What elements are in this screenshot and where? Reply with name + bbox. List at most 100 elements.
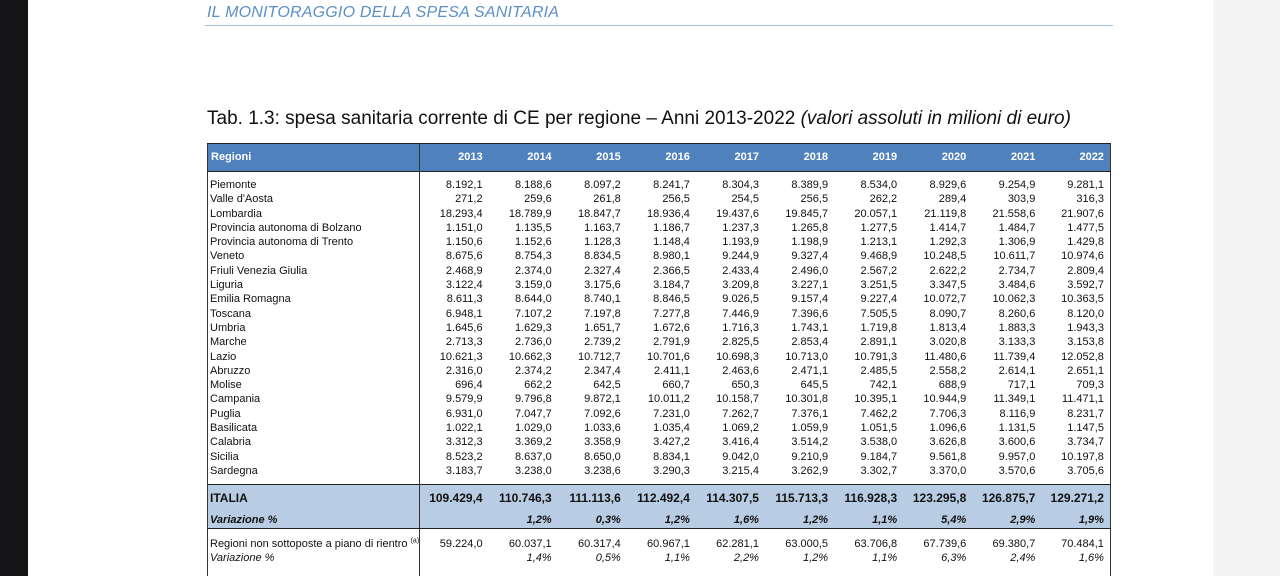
- region-name: Veneto: [207, 249, 420, 264]
- region-value: 2.809,4: [1041, 263, 1111, 279]
- region-value: 7.092,6: [584, 407, 621, 420]
- region-value: 8.611,3: [418, 292, 489, 307]
- region-value: 2.463,6: [722, 364, 759, 377]
- region-name: Molise: [207, 378, 420, 393]
- region-value: 3.227,1: [791, 279, 829, 292]
- region-value: 3.238,6: [584, 464, 621, 477]
- region-value: 10.698,3: [716, 350, 759, 363]
- region-value: 8.116,9: [999, 407, 1036, 420]
- region-value: 2.468,9: [418, 263, 489, 279]
- left-dark-strip: [0, 0, 28, 576]
- region-value: 8.637,0: [514, 450, 552, 463]
- region-value: 11.739,4: [993, 350, 1036, 363]
- region-value: 2.791,9: [653, 336, 690, 349]
- region-value: 8.980,1: [653, 250, 690, 263]
- region-value: 1.152,6: [514, 236, 552, 249]
- region-value: 1.265,8: [791, 221, 829, 234]
- region-value: 254,5: [731, 193, 759, 206]
- italia-value: 109.429,4: [418, 484, 489, 512]
- region-value: 3.734,7: [1041, 435, 1111, 450]
- region-value: 9.026,5: [722, 293, 759, 306]
- region-value: 10.395,1: [854, 393, 898, 406]
- region-value: 1.193,9: [722, 236, 759, 249]
- running-header: IL MONITORAGGIO DELLA SPESA SANITARIA: [207, 4, 560, 21]
- region-value: 10.712,7: [577, 350, 621, 363]
- region-value: 3.347,5: [929, 279, 967, 292]
- non-piano-value: 63.000,5: [785, 537, 829, 550]
- region-value: 21.907,6: [1041, 206, 1111, 221]
- region-value: 3.370,0: [929, 464, 967, 477]
- header-year: 2022: [1041, 143, 1111, 172]
- region-value: 8.304,3: [722, 179, 759, 191]
- region-row: Puglia 6.931,0 7.047,7 7.092,6 7.231,0 7.262,…: [207, 406, 1111, 422]
- variation-value: 1,2%: [764, 511, 835, 530]
- region-value: 1.213,1: [860, 236, 898, 249]
- region-row: Umbria 1.645,6 1.629,3 1.651,7 1.672,6 1.716,…: [207, 320, 1111, 336]
- caption-unit: (valori assoluti in milioni di euro): [800, 108, 1071, 129]
- region-value: 1.813,4: [929, 321, 967, 334]
- region-value: 256,5: [800, 193, 829, 206]
- non-piano-value: 62.281,1: [716, 537, 759, 550]
- spacer-row: [207, 171, 1111, 178]
- region-value: 303,9: [1007, 193, 1036, 206]
- variation-value: 1,2%: [488, 511, 558, 530]
- region-value: 18.293,4: [418, 206, 489, 221]
- variation-label: Variazione %: [207, 511, 420, 530]
- region-value: 10.611,7: [993, 250, 1036, 263]
- region-value: 8.192,1: [418, 178, 489, 193]
- region-row: Sardegna 3.183,7 3.238,0 3.238,6 3.290,3 3.21…: [207, 463, 1111, 479]
- spacer-row: [207, 478, 1111, 485]
- region-value: 2.734,7: [998, 264, 1036, 277]
- region-value: 2.891,1: [860, 336, 898, 349]
- region-name: Sicilia: [207, 449, 420, 464]
- variation-value: 1,4%: [526, 552, 552, 565]
- italia-value: 110.746,3: [488, 484, 558, 512]
- region-value: 9.872,1: [584, 393, 621, 406]
- region-value: 3.514,2: [791, 436, 829, 449]
- region-value: 2.853,4: [791, 336, 829, 349]
- region-value: 1.198,9: [791, 236, 829, 249]
- regional-spending-table: Regioni 2013 2014 2015 2016 2017 2018 20…: [207, 143, 1111, 576]
- region-value: 9.796,8: [514, 393, 552, 406]
- region-value: 8.231,7: [1041, 406, 1111, 422]
- region-value: 1.429,8: [1041, 235, 1111, 250]
- region-value: 10.662,3: [508, 350, 552, 363]
- header-year: 2014: [488, 143, 558, 172]
- region-value: 20.057,1: [854, 207, 898, 220]
- variation-value: 1,6%: [695, 511, 765, 530]
- region-value: 3.705,6: [1041, 463, 1111, 479]
- region-row: Lazio 10.621,3 10.662,3 10.712,7 10.701,6 10.…: [207, 349, 1111, 364]
- region-value: 2.374,0: [514, 264, 552, 277]
- region-value: 8.929,6: [929, 179, 967, 191]
- region-value: 1.051,5: [860, 422, 898, 435]
- region-value: 8.120,0: [1041, 306, 1111, 321]
- region-value: 2.411,1: [653, 364, 690, 377]
- region-value: 8.090,7: [929, 307, 967, 320]
- region-value: 6.931,0: [418, 406, 489, 422]
- region-value: 11.349,1: [993, 393, 1036, 406]
- non-piano-value: 60.967,1: [647, 537, 690, 550]
- region-value: 10.363,5: [1041, 292, 1111, 307]
- region-row: Friuli Venezia Giulia 2.468,9 2.374,0 2.327…: [207, 263, 1111, 279]
- non-piano-row: Regioni non sottoposte a piano di rientr…: [207, 528, 1111, 552]
- region-value: 9.281,1: [1041, 178, 1111, 193]
- region-value: 2.366,5: [653, 264, 690, 277]
- region-value: 2.327,4: [584, 264, 621, 277]
- header-year: 2017: [695, 143, 765, 172]
- right-margin: [1213, 0, 1280, 576]
- region-value: 289,4: [938, 193, 967, 206]
- header-year: 2019: [834, 143, 904, 172]
- region-value: 3.302,7: [860, 464, 898, 477]
- non-piano-label: Regioni non sottoposte a piano di rientr…: [207, 528, 420, 552]
- variation-value: 1,1%: [872, 552, 898, 565]
- region-value: 7.446,9: [722, 307, 759, 320]
- region-name: Calabria: [207, 435, 420, 450]
- region-row: Veneto 8.675,6 8.754,3 8.834,5 8.980,1 9.244,…: [207, 249, 1111, 264]
- variation-value: 2,2%: [733, 552, 759, 565]
- region-value: 21.558,6: [992, 207, 1036, 220]
- region-value: 1.029,0: [514, 422, 552, 435]
- region-value: 3.153,8: [1041, 335, 1111, 350]
- italia-label: ITALIA: [207, 484, 420, 512]
- region-value: 709,3: [1041, 378, 1111, 393]
- region-value: 8.846,5: [653, 293, 690, 306]
